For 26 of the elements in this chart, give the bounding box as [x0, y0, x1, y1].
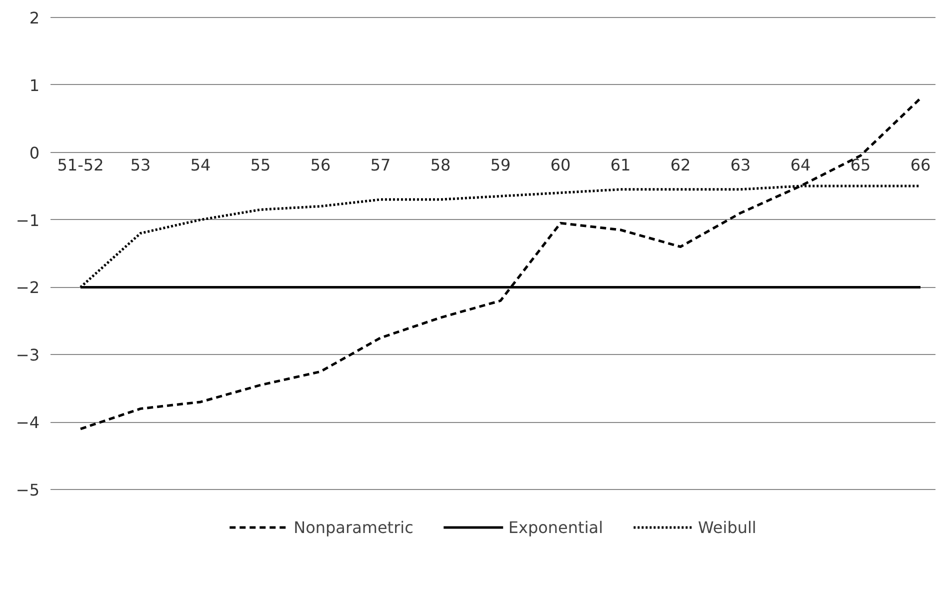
x-tick-label: 51-52 [57, 155, 104, 174]
x-tick-label: 55 [250, 155, 271, 174]
x-tick-label: 59 [490, 155, 511, 174]
x-tick-label: 60 [550, 155, 571, 174]
y-tick-label: −1 [16, 210, 40, 230]
y-tick-label: −4 [16, 413, 40, 432]
y-tick-label: 2 [29, 8, 40, 28]
x-tick-label: 63 [730, 155, 751, 174]
x-tick-label: 58 [430, 155, 451, 174]
y-tick-label: 0 [29, 143, 40, 162]
legend-label: Weibull [698, 518, 756, 536]
y-tick-label: 1 [29, 76, 40, 95]
x-tick-label: 61 [610, 155, 631, 174]
legend-label: Nonparametric [294, 518, 414, 536]
y-tick-label: −5 [16, 480, 40, 500]
x-tick-label: 64 [790, 155, 811, 174]
y-tick-label: −3 [16, 346, 40, 365]
x-tick-label: 57 [370, 155, 391, 174]
x-tick-label: 66 [910, 155, 931, 174]
x-tick-label: 53 [130, 155, 151, 174]
x-tick-label: 56 [310, 155, 331, 174]
x-tick-label: 54 [190, 155, 211, 174]
legend-label: Exponential [508, 518, 604, 536]
y-tick-label: −2 [16, 278, 40, 298]
x-tick-label: 65 [850, 155, 871, 174]
x-tick-label: 62 [670, 155, 691, 174]
